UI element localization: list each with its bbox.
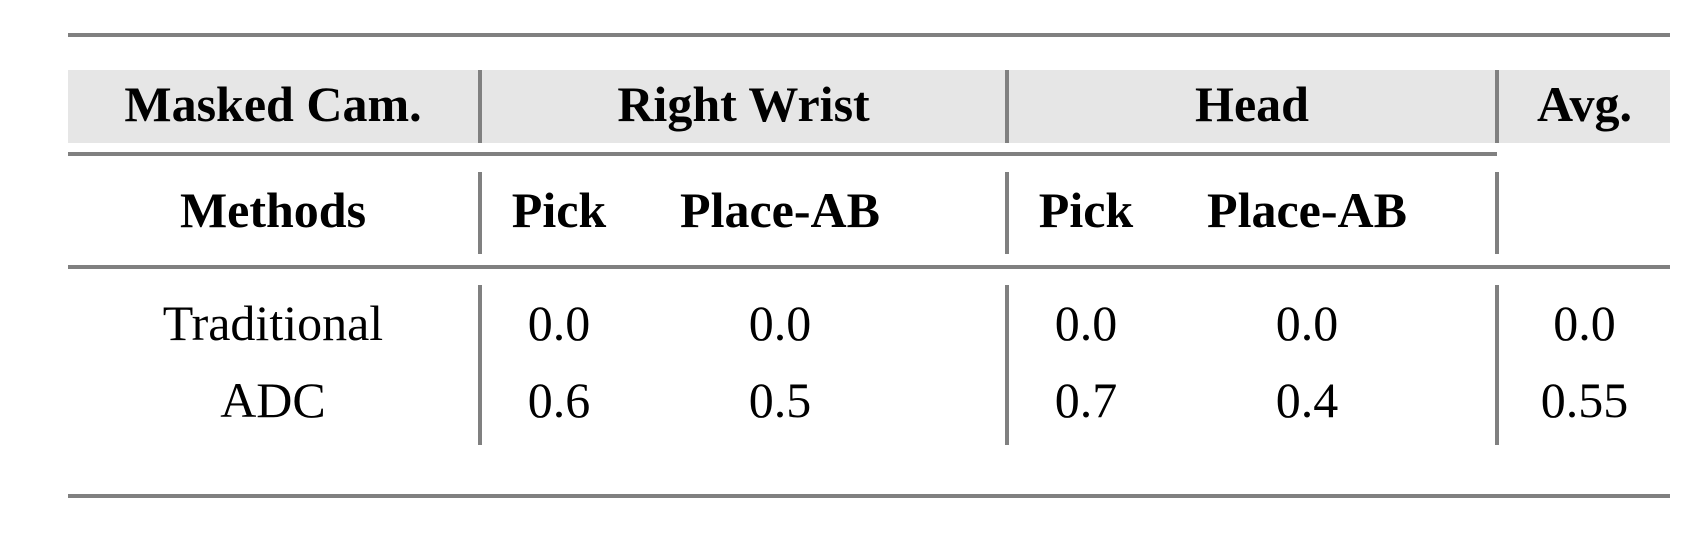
vrule-wrist-head-subheader bbox=[1005, 172, 1009, 254]
vrule-head-avg-body bbox=[1495, 285, 1499, 445]
header-masked-cam: Masked Cam. bbox=[124, 76, 422, 132]
table-row: 0.0 bbox=[1054, 295, 1118, 351]
header-avg: Avg. bbox=[1537, 76, 1632, 132]
vrule-methods-wrist-body bbox=[478, 285, 482, 445]
table-row: 0.0 bbox=[748, 295, 812, 351]
subheader-head-pick: Pick bbox=[1038, 182, 1134, 238]
table-row: 0.4 bbox=[1275, 372, 1339, 428]
table-top-rule bbox=[68, 33, 1670, 37]
vrule-wrist-head-header bbox=[1005, 70, 1009, 143]
header-band bbox=[68, 70, 1670, 143]
header-group-rule bbox=[68, 152, 1497, 156]
table-row: 0.6 bbox=[527, 372, 591, 428]
table-row: 0.55 bbox=[1540, 372, 1629, 428]
vrule-head-avg-subheader bbox=[1495, 172, 1499, 254]
table-row: Traditional bbox=[162, 295, 384, 351]
header-body-rule bbox=[68, 265, 1670, 269]
subheader-right-wrist-place: Place-AB bbox=[680, 182, 880, 238]
subheader-methods: Methods bbox=[179, 182, 367, 238]
vrule-wrist-head-body bbox=[1005, 285, 1009, 445]
header-right-wrist: Right Wrist bbox=[617, 76, 870, 132]
vrule-methods-wrist-header bbox=[478, 70, 482, 143]
vrule-methods-wrist-subheader bbox=[478, 172, 482, 254]
table-row: 0.7 bbox=[1054, 372, 1118, 428]
table-row: 0.5 bbox=[748, 372, 812, 428]
table-row: 0.0 bbox=[527, 295, 591, 351]
header-head: Head bbox=[1195, 76, 1309, 132]
table-bottom-rule bbox=[68, 494, 1670, 498]
table-row: 0.0 bbox=[1275, 295, 1339, 351]
vrule-head-avg-header bbox=[1495, 70, 1499, 143]
table-row: ADC bbox=[220, 372, 326, 428]
subheader-head-place: Place-AB bbox=[1207, 182, 1407, 238]
table-row: 0.0 bbox=[1553, 295, 1616, 351]
subheader-right-wrist-pick: Pick bbox=[511, 182, 607, 238]
